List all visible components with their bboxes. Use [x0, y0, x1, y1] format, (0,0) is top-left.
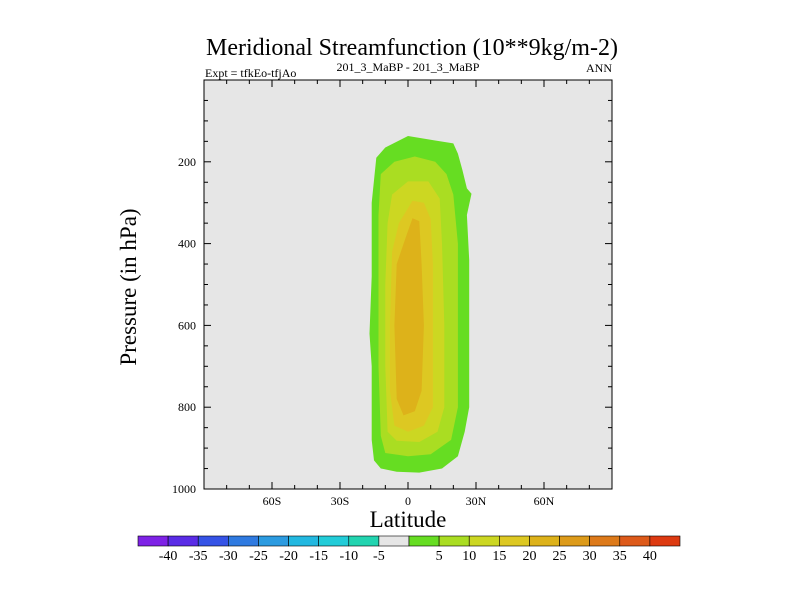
contour-level-25 [394, 218, 424, 416]
colorbar-swatch [499, 535, 530, 547]
x-tick-label: 60S [263, 494, 282, 508]
colorbar-swatch [167, 535, 199, 547]
colorbar-label: 5 [436, 549, 443, 564]
colorbar-swatch [468, 535, 500, 547]
colorbar-label: -40 [159, 549, 178, 564]
colorbar-swatch [288, 535, 319, 547]
colorbar-label: 10 [462, 549, 476, 564]
y-tick-label: 1000 [172, 482, 196, 496]
x-axis-label: Latitude [370, 507, 447, 532]
colorbar-label: 25 [553, 549, 567, 564]
colorbar-label: 35 [613, 549, 627, 564]
axis-ticks: 60S 30S 0 30N 60N 200 400 600 800 1000 [172, 80, 612, 508]
left-label: Expt = tfkEo-tfjAo [205, 66, 296, 80]
colorbar-swatch [619, 535, 651, 547]
colorbar-swatch [559, 535, 590, 547]
colorbar-label: -20 [279, 549, 298, 564]
x-tick-label: 0 [405, 494, 411, 508]
contour-fills [369, 136, 472, 473]
y-tick-label: 400 [178, 237, 196, 251]
colorbar-label: 30 [583, 549, 597, 564]
y-tick-label: 800 [178, 400, 196, 414]
y-tick-label: 600 [178, 318, 196, 332]
colorbar-swatch [438, 535, 470, 547]
colorbar-swatch [589, 535, 621, 547]
colorbar-label: -15 [309, 549, 328, 564]
colorbar-swatch [228, 535, 259, 547]
x-tick-label: 30N [466, 494, 487, 508]
x-tick-label: 60N [534, 494, 555, 508]
colorbar: -40 -35 -30 -25 -20 -15 -10 -5 5 10 15 20 25 30 35 40 [137, 535, 681, 564]
x-tick-label: 30S [331, 494, 350, 508]
colorbar-swatch [529, 535, 560, 547]
colorbar-swatch [408, 535, 440, 547]
center-label: 201_3_MaBP - 201_3_MaBP [337, 60, 480, 74]
colorbar-label: -30 [219, 549, 238, 564]
colorbar-swatch [649, 535, 681, 547]
colorbar-swatch [137, 535, 169, 547]
colorbar-label: -35 [189, 549, 208, 564]
colorbar-swatch [348, 535, 380, 547]
colorbar-label: -10 [339, 549, 358, 564]
y-axis-label: Pressure (in hPa) [116, 208, 141, 365]
colorbar-label: 40 [643, 549, 657, 564]
colorbar-label: -25 [249, 549, 268, 564]
colorbar-swatch [258, 535, 289, 547]
chart-title: Meridional Streamfunction (10**9kg/m-2) [206, 35, 618, 61]
right-label: ANN [586, 61, 612, 75]
colorbar-swatch [318, 535, 350, 547]
colorbar-label: 15 [492, 549, 506, 564]
colorbar-label: 20 [522, 549, 536, 564]
colorbar-swatch [197, 535, 229, 547]
colorbar-swatch [378, 535, 410, 547]
y-tick-label: 200 [178, 155, 196, 169]
colorbar-label: -5 [373, 549, 385, 564]
